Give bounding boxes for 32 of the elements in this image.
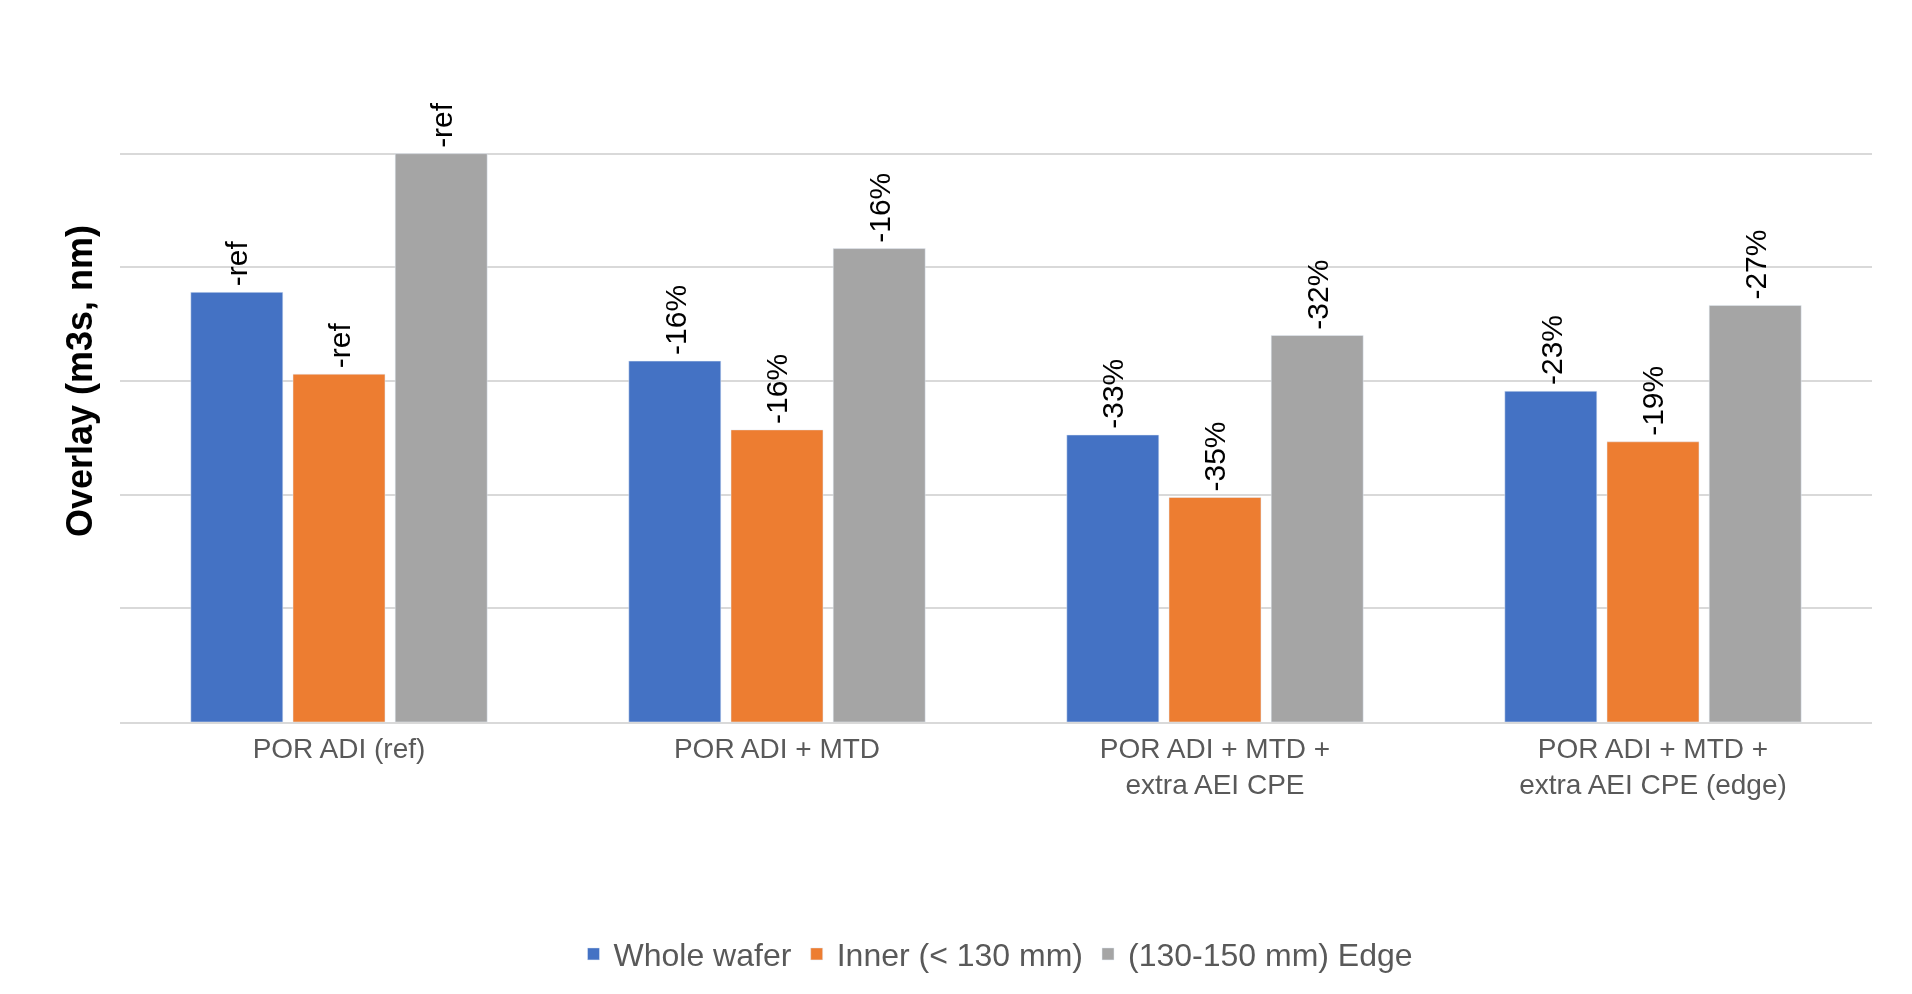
annotation: -33% [1095,358,1129,429]
bar [1066,434,1160,722]
bar [190,292,284,722]
x-tick-label: POR ADI + MTD + extra AEI CPE (edge) [1519,732,1787,800]
annotation: -23% [1534,314,1568,386]
bar [730,429,824,722]
annotation: -ref [220,240,254,287]
annotation: -32% [1300,259,1334,330]
annotation: -35% [1198,421,1232,492]
bar [1606,441,1700,722]
annotation: -16% [760,353,794,424]
bar [1504,390,1598,722]
y-axis-title: Overlay (m3s, nm) [58,224,100,538]
x-tick-label: POR ADI + MTD [673,732,881,764]
bar [394,153,488,722]
bar [1270,335,1364,722]
bar [1168,497,1262,722]
bar [628,360,722,722]
bar [1708,305,1802,722]
annotation: -ref [322,322,356,369]
legend-label: Whole wafer [613,937,792,974]
legend-label: Inner (< 130 mm) [836,937,1083,974]
legend-label: (130-150 mm) Edge [1128,937,1413,974]
bar [292,373,386,722]
annotation: -16% [862,172,896,243]
bar [832,248,926,722]
annotation: -27% [1738,229,1772,300]
x-tick-label: POR ADI + MTD + extra AEI CPE [1099,732,1331,800]
text: -ref [424,102,458,148]
annotation: -19% [1636,365,1670,436]
annotation: -16% [658,284,692,355]
x-tick-label: POR ADI (ref) [252,732,426,764]
